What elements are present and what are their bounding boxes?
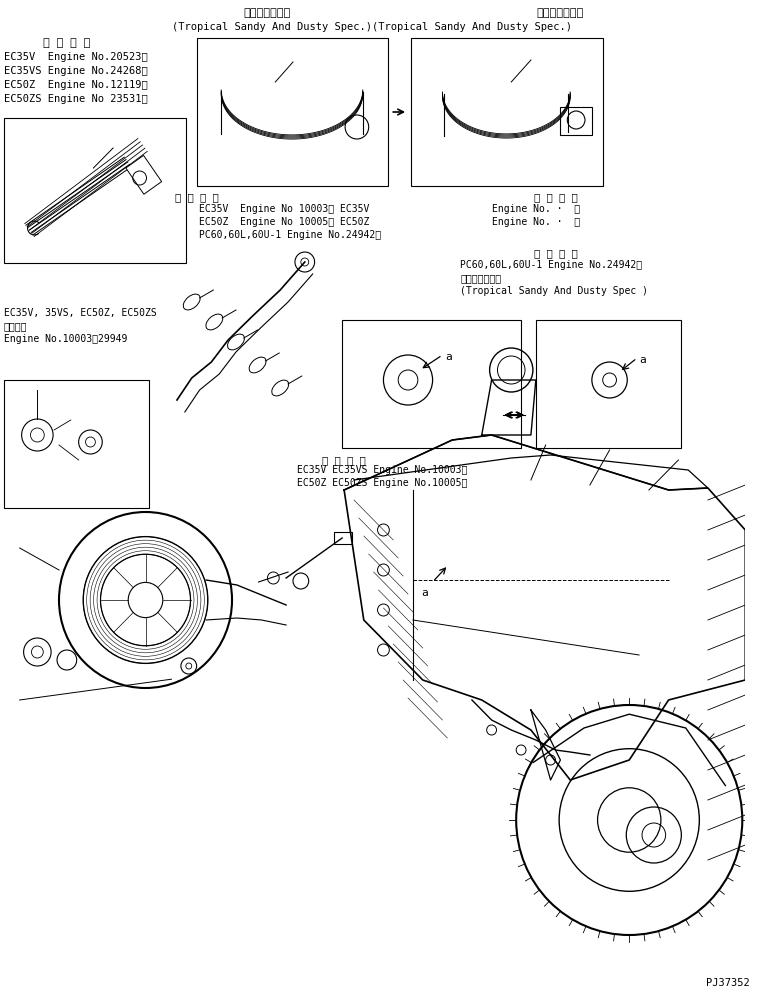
- Text: EC35V EC35VS Engine No.10003～: EC35V EC35VS Engine No.10003～: [297, 465, 467, 475]
- Text: a: a: [639, 355, 646, 365]
- Text: Engine No. ·  ～: Engine No. · ～: [492, 204, 580, 214]
- Bar: [126, 155, 161, 194]
- Text: EC35V  Engine No 10003～ EC35V: EC35V Engine No 10003～ EC35V: [199, 204, 369, 214]
- Ellipse shape: [183, 294, 200, 310]
- Bar: [560, 107, 592, 135]
- Text: EC50ZS Engine No 23531～: EC50ZS Engine No 23531～: [4, 94, 148, 104]
- Text: PJ37352: PJ37352: [706, 978, 750, 988]
- Text: PC60,60L,60U-1 Engine No.24942～: PC60,60L,60U-1 Engine No.24942～: [460, 260, 642, 270]
- Text: (Tropical Sandy And Dusty Spec.)(Tropical Sandy And Dusty Spec.): (Tropical Sandy And Dusty Spec.)(Tropica…: [171, 22, 572, 32]
- Text: EC35V, 35VS, EC50Z, EC50ZS: EC35V, 35VS, EC50Z, EC50ZS: [4, 308, 157, 318]
- Text: 適用号機: 適用号機: [4, 321, 27, 331]
- Text: 適 用 号 機: 適 用 号 機: [534, 248, 578, 258]
- Text: 適 用 号 機: 適 用 号 機: [322, 455, 366, 465]
- Ellipse shape: [206, 314, 223, 330]
- Text: 熱帯砂塵地仕様: 熱帯砂塵地仕様: [460, 273, 501, 283]
- Bar: [4, 380, 149, 508]
- Bar: [536, 320, 681, 448]
- Text: Engine No. ·  ～: Engine No. · ～: [492, 217, 580, 227]
- Bar: [196, 38, 388, 186]
- Bar: [342, 320, 521, 448]
- Text: PC60,60L,60U-1 Engine No.24942～: PC60,60L,60U-1 Engine No.24942～: [199, 230, 381, 240]
- Bar: [4, 118, 186, 263]
- Text: 熱帯砂塵地仕様: 熱帯砂塵地仕様: [244, 8, 291, 18]
- Text: 熱帯砂塵地仕様: 熱帯砂塵地仕様: [537, 8, 584, 18]
- Bar: [411, 38, 603, 186]
- Text: a: a: [446, 352, 452, 362]
- Text: EC50Z  Engine No 10005～ EC50Z: EC50Z Engine No 10005～ EC50Z: [199, 217, 369, 227]
- Text: 適 用 号 機: 適 用 号 機: [534, 192, 578, 202]
- Text: (Tropical Sandy And Dusty Spec ): (Tropical Sandy And Dusty Spec ): [460, 286, 648, 296]
- Ellipse shape: [272, 380, 289, 396]
- Text: 適 用 号 機: 適 用 号 機: [175, 192, 218, 202]
- Text: Engine No.10003～29949: Engine No.10003～29949: [4, 334, 127, 344]
- Text: EC35V  Engine No.20523～: EC35V Engine No.20523～: [4, 52, 148, 62]
- Text: EC50Z EC50ZS Engine No.10005～: EC50Z EC50ZS Engine No.10005～: [297, 478, 467, 488]
- Text: 適 用 号 機: 適 用 号 機: [43, 38, 90, 48]
- Bar: [334, 532, 352, 544]
- Ellipse shape: [227, 334, 244, 350]
- Text: EC35VS Engine No.24268～: EC35VS Engine No.24268～: [4, 66, 148, 76]
- Text: EC50Z  Engine No.12119～: EC50Z Engine No.12119～: [4, 80, 148, 90]
- Ellipse shape: [249, 357, 266, 373]
- Text: a: a: [421, 588, 428, 598]
